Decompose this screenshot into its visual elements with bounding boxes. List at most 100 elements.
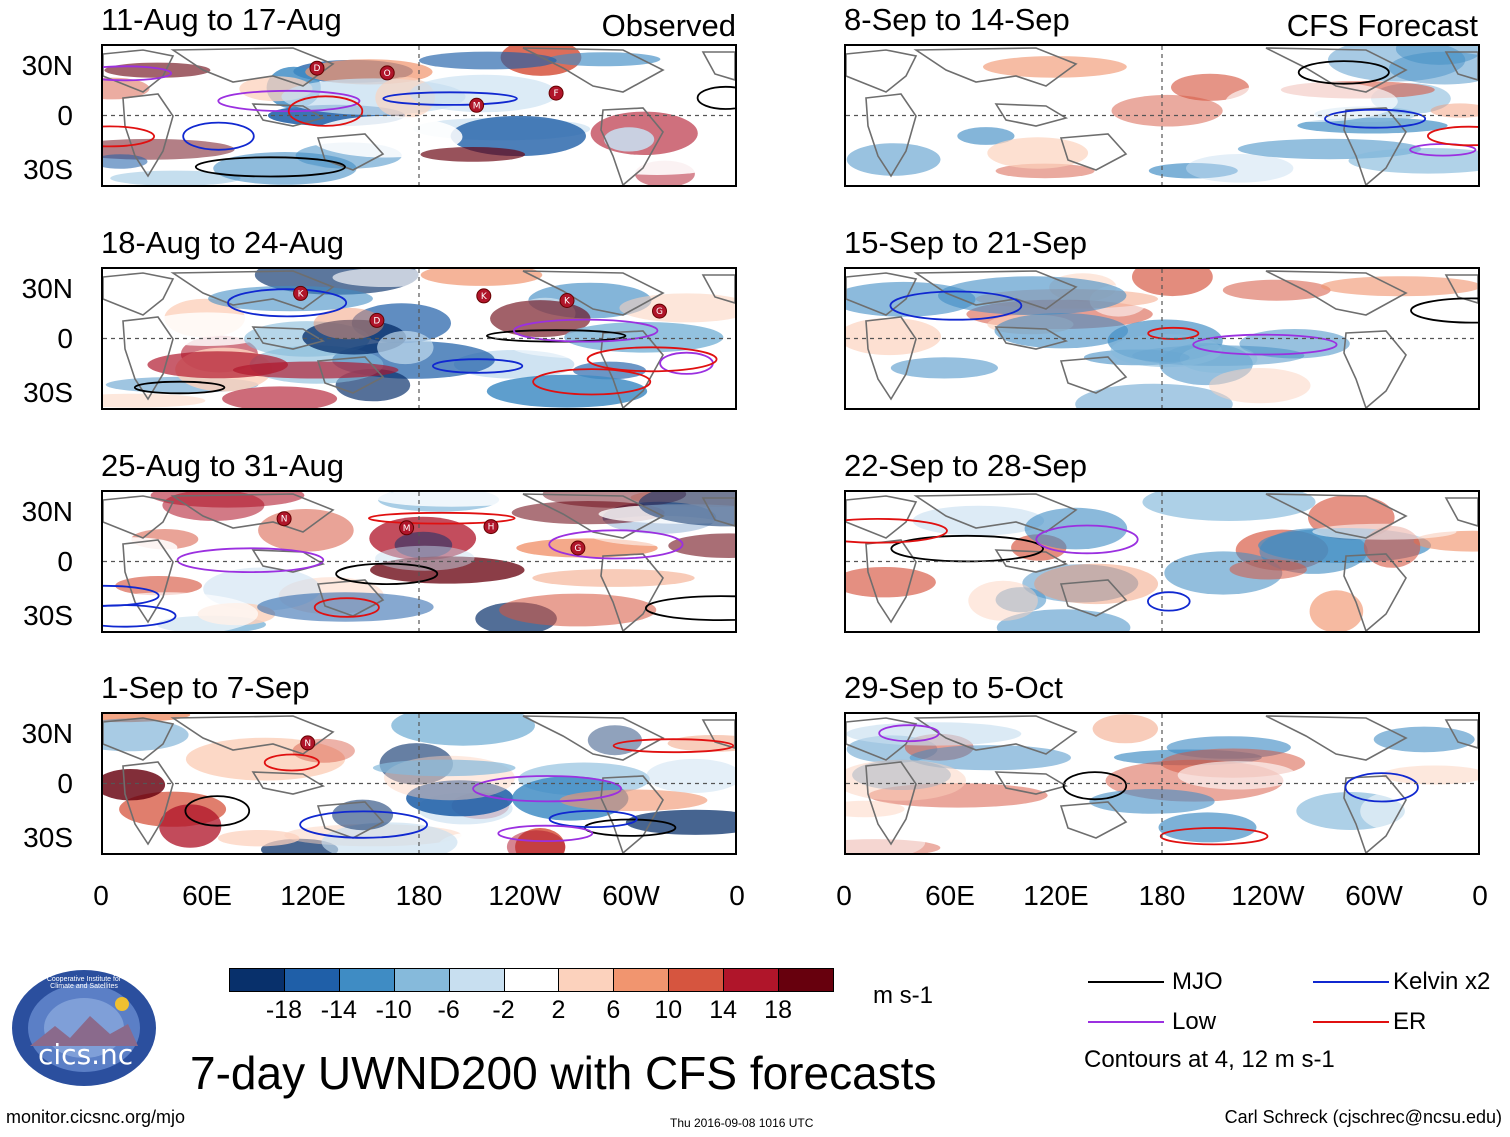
coastline (1059, 801, 1128, 839)
coastline (122, 761, 174, 846)
legend-label-kelvin: Kelvin x2 (1393, 968, 1491, 995)
coastline (251, 326, 326, 350)
wind-anomaly-patch (103, 393, 206, 408)
lon-tick-label: 120E (1023, 880, 1089, 911)
wind-anomaly-patch (1381, 765, 1478, 785)
wind-anomaly-patch (332, 799, 394, 831)
contour-er (263, 753, 320, 772)
coastline (522, 493, 665, 539)
coastline (1343, 330, 1407, 408)
lon-tick-label: 0 (729, 880, 745, 911)
wind-anomaly-patch (1312, 523, 1457, 540)
coastline (316, 133, 385, 171)
wind-anomaly-patch (1348, 148, 1478, 174)
wind-anomaly-patch (1142, 492, 1316, 521)
wind-anomaly-patch (162, 492, 265, 521)
wind-anomaly-patch (1360, 790, 1433, 832)
map-canvas: N (103, 714, 735, 853)
wind-anomaly-patch (846, 143, 941, 176)
coastline (701, 497, 735, 527)
lon-tick-label: 120E (280, 880, 346, 911)
coastline (1265, 715, 1408, 761)
wind-anomaly-patch (668, 533, 735, 558)
wind-anomaly-patch (1148, 163, 1238, 179)
coastline (122, 539, 174, 624)
storm-marker: H (483, 519, 499, 535)
coastline (846, 495, 918, 539)
panel-tag: Observed (601, 8, 736, 43)
wind-anomaly-patch (1309, 590, 1364, 631)
legend-line-er (1313, 1021, 1389, 1023)
map-panel (844, 44, 1480, 187)
storm-letter: G (574, 544, 581, 554)
contour-er (612, 738, 735, 754)
legend-line-low (1088, 1021, 1164, 1023)
storm-marker: N (276, 511, 292, 527)
panel-title: 15-Sep to 21-Sep (844, 225, 1088, 260)
contour-mjo (184, 795, 251, 827)
footer-timestamp: Thu 2016-09-08 1016 UTC (670, 1116, 814, 1130)
contour-low (548, 529, 684, 560)
contour-mjo (133, 380, 226, 395)
storm-letter: D (314, 64, 321, 74)
coastline (1343, 775, 1407, 853)
wind-anomaly-patch (604, 127, 655, 152)
contour-er (1147, 326, 1200, 340)
contour-kelvin (182, 121, 255, 151)
coastline (170, 493, 335, 533)
footer-url[interactable]: monitor.cicsnc.org/mjo (6, 1107, 186, 1127)
wind-anomaly-patch (1171, 73, 1249, 101)
lat-tick-label: 0 (57, 768, 73, 799)
coastline (600, 775, 664, 853)
storm-letter: M (403, 524, 411, 534)
logo-text: cics.nc (38, 1038, 134, 1071)
wind-anomaly-patch (332, 269, 439, 287)
wind-anomaly-patch (217, 830, 300, 847)
panel-title: 22-Sep to 28-Sep (844, 448, 1088, 483)
coastline (170, 715, 335, 755)
storm-letter: K (298, 289, 305, 299)
contour-kelvin (1146, 591, 1191, 612)
lat-tick-label: 30S (23, 600, 73, 631)
colorbar-tick-label: 2 (551, 996, 566, 1024)
wind-anomaly-patch (313, 307, 384, 340)
wind-anomaly-patch (1388, 51, 1478, 85)
wind-anomaly-patch (625, 809, 735, 835)
wind-anomaly-patch (1209, 368, 1311, 404)
colorbar-swatch (503, 968, 560, 992)
colorbar-tick-label: -2 (492, 996, 515, 1024)
coastline (122, 93, 174, 178)
contour-er (287, 95, 364, 127)
lat-tick-label: 0 (57, 546, 73, 577)
coastline (1444, 497, 1478, 527)
coastline (865, 539, 917, 624)
colorbar-swatch (723, 968, 780, 992)
contour-low (1035, 524, 1139, 555)
wind-anomaly-patch (394, 531, 453, 559)
map-canvas (846, 46, 1478, 185)
coastline (1444, 51, 1478, 81)
coastline (170, 47, 335, 87)
coastline (846, 717, 918, 761)
coastline (701, 51, 735, 81)
coastline (913, 47, 1078, 87)
contour-kelvin (1344, 772, 1419, 803)
contour-low (497, 824, 594, 843)
wind-anomaly-patch (957, 127, 1015, 145)
wind-anomaly-patch (983, 56, 1127, 78)
wind-anomaly-patch (638, 492, 735, 527)
coastline (1343, 107, 1407, 185)
contour-mjo (644, 595, 735, 621)
contour-mjo (1297, 60, 1390, 85)
contour-kelvin (227, 288, 348, 318)
storm-letter: F (554, 89, 559, 99)
wind-anomaly-patch (1034, 563, 1159, 605)
storm-marker: F (548, 85, 564, 101)
legend-label-low: Low (1172, 1008, 1217, 1035)
storm-letter: H (488, 523, 495, 533)
coastline (251, 103, 326, 127)
wind-anomaly-patch (115, 576, 202, 596)
storm-letter: D (373, 316, 380, 326)
contour-kelvin (889, 290, 1023, 321)
contour-mjo (194, 156, 346, 178)
